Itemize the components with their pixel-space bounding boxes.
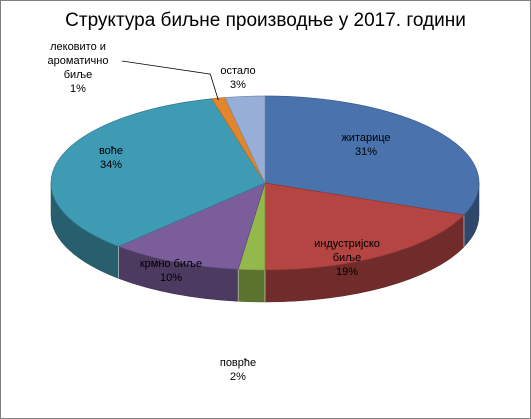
label-name-line: житарице (341, 132, 391, 144)
label-voce: воће 34% (99, 144, 123, 172)
label-krmno-bilje: крмно биље 10% (140, 257, 202, 285)
label-percent: 34% (99, 159, 123, 171)
label-name-line: воће (98, 145, 124, 157)
label-zitarice: житарице 31% (341, 131, 390, 159)
label-povrce: поврће 2% (220, 356, 256, 384)
label-name-line: лековито и (50, 41, 106, 53)
chart-title: Структура биљне производње у 2017. годин… (65, 10, 466, 31)
label-ostalo: остало 3% (220, 64, 255, 92)
label-industrijsko-bilje: индустријско биље 19% (314, 237, 380, 279)
pie-cut-faces (118, 215, 465, 302)
slice-industrijsko-bilje (264, 182, 465, 271)
label-name-line: индустријско (314, 238, 380, 250)
label-percent: 1% (70, 83, 86, 95)
label-lekovito-bilje: лековито и ароматично биље 1% (48, 40, 109, 96)
label-name-line: остало (220, 65, 256, 77)
label-name-line: биље (63, 69, 93, 81)
slice-krmno-bilje (117, 182, 266, 270)
slice-ostalo (224, 95, 266, 184)
pie-slices (50, 95, 480, 271)
label-percent: 3% (230, 79, 246, 91)
label-name-line: ароматично (47, 55, 109, 67)
leader-line-lekovito (121, 60, 219, 101)
slice-zitarice (264, 95, 480, 216)
label-percent: 2% (230, 371, 246, 383)
label-percent: 31% (354, 146, 378, 158)
label-percent: 10% (159, 272, 183, 284)
label-percent: 19% (335, 266, 359, 278)
side-povrce (237, 269, 266, 303)
label-name-line: крмно биље (139, 258, 203, 270)
label-name-line: поврће (219, 357, 257, 369)
slice-voce (50, 98, 266, 247)
label-name-line: биље (332, 252, 362, 264)
